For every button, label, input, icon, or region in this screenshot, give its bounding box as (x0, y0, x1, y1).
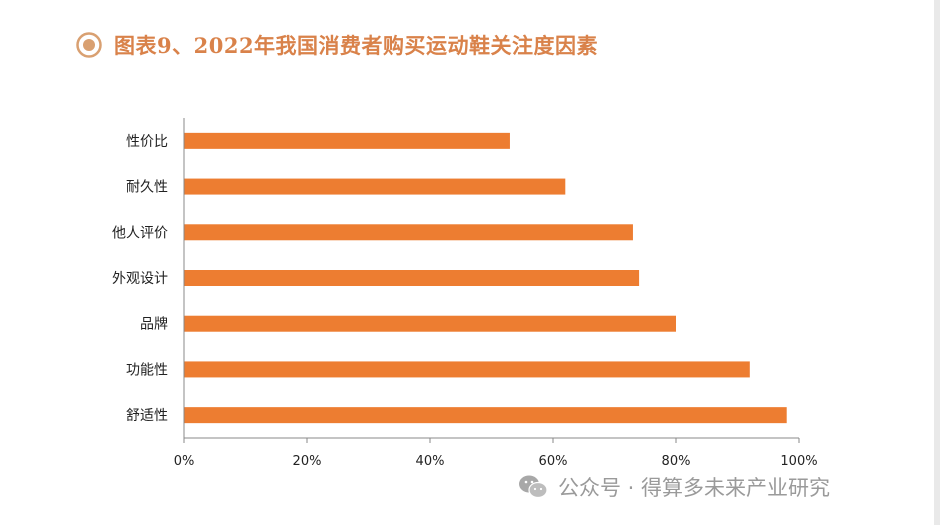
category-label: 功能性 (126, 362, 168, 378)
category-label: 品牌 (140, 316, 168, 333)
category-label: 他人评价 (112, 225, 168, 241)
target-bullet-icon (76, 32, 102, 58)
bar (184, 224, 633, 241)
x-tick-label: 100% (780, 454, 817, 469)
x-tick-label: 0% (174, 454, 195, 469)
right-edge-strip (934, 0, 940, 525)
chart-title-row: 图表9、2022年我国消费者购买运动鞋关注度因素 (76, 30, 598, 60)
category-label: 性价比 (126, 134, 168, 150)
bar (184, 407, 787, 424)
x-tick-label: 80% (662, 454, 691, 469)
x-tick-label: 40% (416, 454, 445, 469)
x-tick-label: 20% (293, 454, 322, 469)
bar (184, 178, 566, 195)
watermark: 公众号 · 得算多未来产业研究 (518, 472, 830, 502)
bar (184, 270, 640, 286)
watermark-text: 公众号 · 得算多未来产业研究 (558, 476, 831, 500)
bar (184, 315, 676, 332)
x-tick-label: 60% (539, 454, 568, 469)
bar (184, 361, 750, 378)
wechat-icon (519, 475, 548, 499)
bar (184, 132, 510, 149)
category-label: 耐久性 (126, 180, 168, 196)
category-label: 舒适性 (126, 408, 168, 424)
chart-title: 图表9、2022年我国消费者购买运动鞋关注度因素 (114, 33, 599, 58)
category-label: 外观设计 (112, 271, 168, 287)
